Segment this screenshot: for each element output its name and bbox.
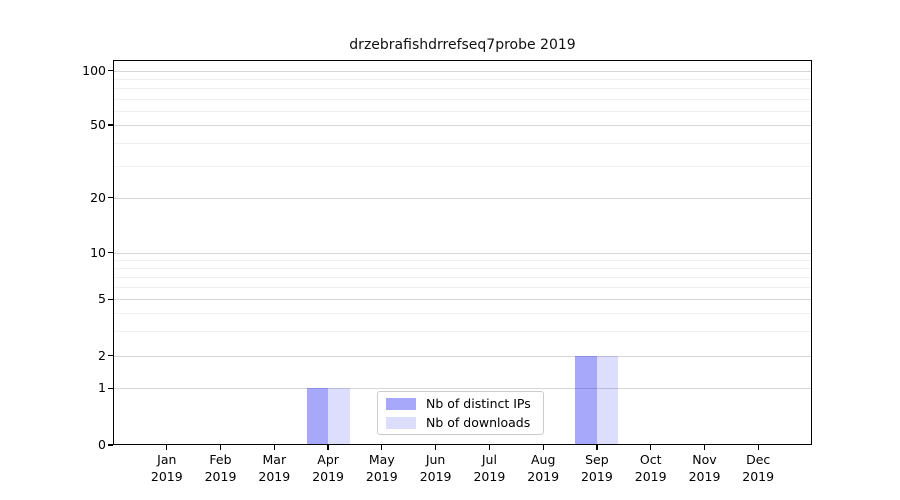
minor-gridline (113, 165, 812, 167)
x-tick-label: Apr 2019 (296, 452, 360, 485)
x-tick-month: Jan (157, 452, 177, 467)
minor-gridline (113, 330, 812, 332)
x-tick-year: 2019 (527, 468, 560, 484)
chart-title: drzebrafishdrrefseq7probe 2019 (349, 37, 576, 53)
y-tick-label: 20 (90, 189, 106, 205)
x-tick-year: 2019 (473, 468, 506, 484)
y-tick-mark (108, 197, 113, 199)
minor-gridline (113, 98, 812, 100)
x-tick-month: Feb (209, 452, 232, 467)
y-tick-mark (108, 387, 113, 389)
legend-swatch (386, 397, 416, 410)
x-tick-mark (166, 445, 168, 450)
x-tick-month: Apr (317, 452, 339, 467)
minor-gridline (113, 110, 812, 112)
y-tick-label: 100 (82, 62, 106, 78)
major-gridline (113, 70, 812, 72)
x-tick-label: Oct 2019 (619, 452, 683, 485)
minor-gridline (113, 313, 812, 315)
legend-label: Nb of distinct IPs (426, 396, 531, 411)
x-tick-year: 2019 (580, 468, 613, 484)
y-tick-label: 10 (90, 244, 106, 260)
minor-gridline (113, 88, 812, 90)
y-tick-mark (108, 444, 113, 446)
bar-downloads (328, 388, 350, 445)
y-tick-label: 0 (98, 436, 106, 452)
x-tick-mark (435, 445, 437, 450)
legend-label: Nb of downloads (426, 415, 531, 430)
major-gridline (113, 252, 812, 254)
x-tick-month: Aug (530, 452, 556, 467)
y-tick-mark (108, 70, 113, 72)
minor-gridline (113, 287, 812, 289)
plot-area (113, 60, 812, 445)
x-tick-mark (703, 445, 706, 450)
y-tick-mark (108, 298, 113, 300)
x-tick-month: Jun (425, 452, 446, 467)
x-tick-year: 2019 (688, 468, 721, 484)
x-tick-mark (757, 445, 759, 450)
x-tick-month: Nov (692, 452, 717, 467)
x-tick-month: Sep (585, 452, 609, 467)
legend-row: Nb of downloads (386, 415, 535, 431)
minor-gridline (113, 259, 812, 261)
major-gridline (113, 299, 812, 301)
x-tick-year: 2019 (742, 468, 775, 484)
x-tick-label: Feb 2019 (189, 452, 253, 485)
minor-gridline (113, 79, 812, 80)
x-tick-month: May (368, 452, 395, 467)
x-tick-year: 2019 (634, 468, 667, 484)
x-tick-mark (327, 445, 329, 450)
x-tick-label: Jul 2019 (457, 452, 521, 485)
legend-swatch (386, 416, 416, 429)
y-tick-mark (108, 355, 113, 357)
major-gridline (113, 125, 812, 126)
x-tick-month: Oct (639, 452, 662, 467)
x-tick-mark (381, 445, 383, 450)
x-tick-label: May 2019 (350, 452, 414, 485)
minor-gridline (113, 267, 812, 269)
bar-distinct-ips (575, 355, 597, 445)
x-tick-mark (273, 445, 275, 450)
minor-gridline (113, 276, 812, 278)
bar-downloads (596, 355, 619, 445)
x-tick-mark (488, 445, 490, 450)
x-tick-year: 2019 (312, 468, 344, 484)
y-tick-label: 50 (90, 116, 106, 132)
x-tick-label: Sep 2019 (565, 452, 629, 485)
x-tick-mark (596, 445, 598, 450)
x-tick-month: Dec (746, 452, 771, 467)
x-tick-mark (650, 445, 652, 450)
y-tick-mark (108, 124, 113, 126)
major-gridline (113, 197, 812, 199)
legend-row: Nb of distinct IPs (386, 396, 535, 412)
x-tick-label: Jan 2019 (135, 452, 199, 485)
x-tick-year: 2019 (419, 468, 452, 484)
major-gridline (113, 388, 812, 390)
y-tick-label: 2 (98, 347, 106, 363)
minor-gridline (113, 142, 812, 144)
y-tick-label: 5 (98, 291, 106, 307)
legend: Nb of distinct IPs Nb of downloads (377, 391, 544, 435)
x-tick-label: Dec 2019 (726, 452, 790, 485)
x-tick-month: Jul (481, 452, 497, 467)
x-tick-label: Mar 2019 (242, 452, 306, 485)
y-tick-label: 1 (98, 380, 106, 396)
x-tick-year: 2019 (258, 468, 291, 484)
x-tick-label: Jun 2019 (404, 452, 468, 485)
x-tick-mark (219, 445, 222, 450)
major-gridline (113, 355, 812, 357)
x-tick-mark (542, 445, 544, 450)
y-tick-mark (108, 252, 113, 254)
bar-distinct-ips (306, 388, 329, 445)
x-tick-year: 2019 (365, 468, 398, 484)
x-tick-year: 2019 (204, 468, 237, 484)
x-tick-year: 2019 (150, 468, 183, 484)
x-tick-label: Nov 2019 (673, 452, 737, 485)
x-tick-label: Aug 2019 (511, 452, 575, 485)
x-tick-month: Mar (262, 452, 287, 467)
